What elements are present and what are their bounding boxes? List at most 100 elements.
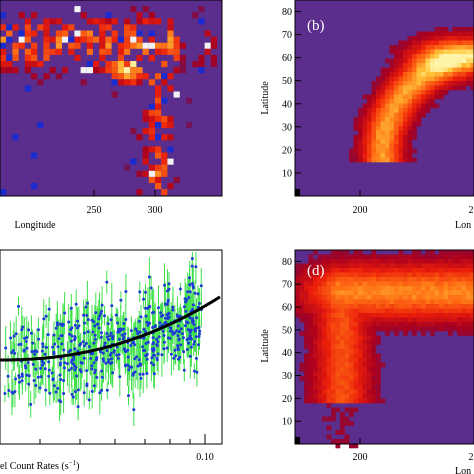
- data-point: [151, 326, 155, 329]
- heatmap-cell: [371, 126, 377, 131]
- heatmap-cell: [434, 72, 440, 77]
- heatmap-cell: [461, 259, 467, 264]
- heatmap-cell: [353, 340, 359, 345]
- heatmap-cell: [304, 335, 309, 341]
- heatmap-cell: [326, 295, 332, 300]
- heatmap-cell: [398, 108, 404, 113]
- heatmap-cell: [68, 42, 75, 49]
- heatmap-cell: [380, 90, 386, 95]
- heatmap-cell: [470, 36, 474, 41]
- data-point: [99, 335, 103, 339]
- heatmap-cell: [155, 164, 162, 171]
- heatmap-cell: [407, 112, 413, 118]
- heatmap-cell: [353, 322, 359, 327]
- heatmap-cell: [12, 42, 19, 49]
- heatmap-cell: [461, 304, 467, 309]
- heatmap-cell: [412, 90, 417, 95]
- heatmap-cell: [349, 398, 354, 404]
- data-point: [55, 321, 59, 325]
- heatmap-cell: [304, 340, 309, 345]
- heatmap-cell: [344, 317, 350, 323]
- data-point: [70, 334, 74, 338]
- heatmap-cell: [322, 290, 327, 296]
- heatmap-cell: [322, 268, 327, 273]
- heatmap-cell: [430, 313, 435, 318]
- heatmap-cell: [376, 135, 381, 140]
- heatmap-cell: [308, 286, 314, 291]
- data-point: [105, 388, 109, 392]
- heatmap-cell: [452, 72, 458, 77]
- data-point: [192, 342, 196, 346]
- data-point: [42, 317, 46, 321]
- heatmap-cell: [371, 81, 377, 86]
- heatmap-cell: [385, 299, 390, 305]
- heatmap-cell: [299, 376, 305, 381]
- heatmap-cell: [362, 358, 368, 363]
- heatmap-cell: [12, 54, 19, 61]
- heatmap-cell: [142, 48, 149, 55]
- heatmap-cell: [362, 367, 368, 372]
- data-point: [100, 388, 104, 392]
- heatmap-cell: [470, 277, 474, 282]
- heatmap-cell: [425, 103, 431, 109]
- heatmap-cell: [313, 335, 318, 341]
- heatmap-cell: [362, 286, 368, 291]
- heatmap-cell: [403, 277, 408, 282]
- heatmap-cell: [304, 385, 309, 390]
- heatmap-cell: [407, 36, 413, 41]
- heatmap-cell: [335, 349, 341, 354]
- heatmap-cell: [416, 117, 422, 122]
- heatmap-cell: [353, 126, 359, 131]
- data-point: [116, 330, 120, 334]
- heatmap-cell: [398, 58, 404, 64]
- heatmap-cell: [376, 308, 381, 314]
- heatmap-cell: [394, 121, 399, 127]
- heatmap-cell: [389, 281, 395, 287]
- data-point: [156, 340, 160, 344]
- heatmap-cell: [105, 48, 112, 55]
- heatmap-cell: [376, 376, 381, 381]
- heatmap-cell: [304, 272, 309, 278]
- heatmap-cell: [385, 76, 390, 82]
- data-point: [76, 388, 80, 392]
- heatmap-cell: [416, 99, 422, 104]
- heatmap-cell: [470, 304, 474, 309]
- heatmap-cell: [358, 277, 363, 282]
- data-point: [133, 357, 137, 361]
- heatmap-cell: [425, 49, 431, 55]
- heatmap-cell: [371, 389, 377, 395]
- heatmap-cell: [349, 290, 354, 296]
- heatmap-cell: [457, 31, 462, 37]
- heatmap-cell: [421, 308, 426, 314]
- heatmap-cell: [37, 24, 44, 31]
- data-point: [166, 298, 170, 302]
- heatmap-cell: [412, 272, 417, 278]
- heatmap-cell: [335, 295, 341, 300]
- heatmap-cell: [394, 54, 399, 59]
- heatmap-cell: [434, 272, 440, 278]
- heatmap-cell: [308, 290, 314, 296]
- heatmap-cell: [6, 30, 13, 37]
- heatmap-cell: [371, 268, 377, 273]
- heatmap-cell: [466, 290, 471, 296]
- heatmap-cell: [457, 308, 462, 314]
- heatmap-cell: [335, 299, 341, 305]
- heatmap-cell: [326, 313, 332, 318]
- panel-a-cells: [0, 6, 217, 196]
- heatmap-cell: [434, 304, 440, 309]
- heatmap-cell: [448, 85, 453, 91]
- heatmap-cell: [389, 108, 395, 113]
- heatmap-cell: [394, 112, 399, 118]
- data-point: [82, 344, 86, 348]
- heatmap-cell: [457, 40, 462, 46]
- heatmap-cell: [326, 259, 332, 264]
- data-point: [195, 316, 198, 320]
- heatmap-cell: [470, 317, 474, 323]
- heatmap-cell: [452, 76, 458, 82]
- data-point: [178, 355, 182, 359]
- data-point: [150, 356, 154, 360]
- heatmap-cell: [421, 304, 426, 309]
- heatmap-cell: [385, 259, 390, 264]
- heatmap-cell: [340, 430, 345, 435]
- data-point: [168, 336, 172, 340]
